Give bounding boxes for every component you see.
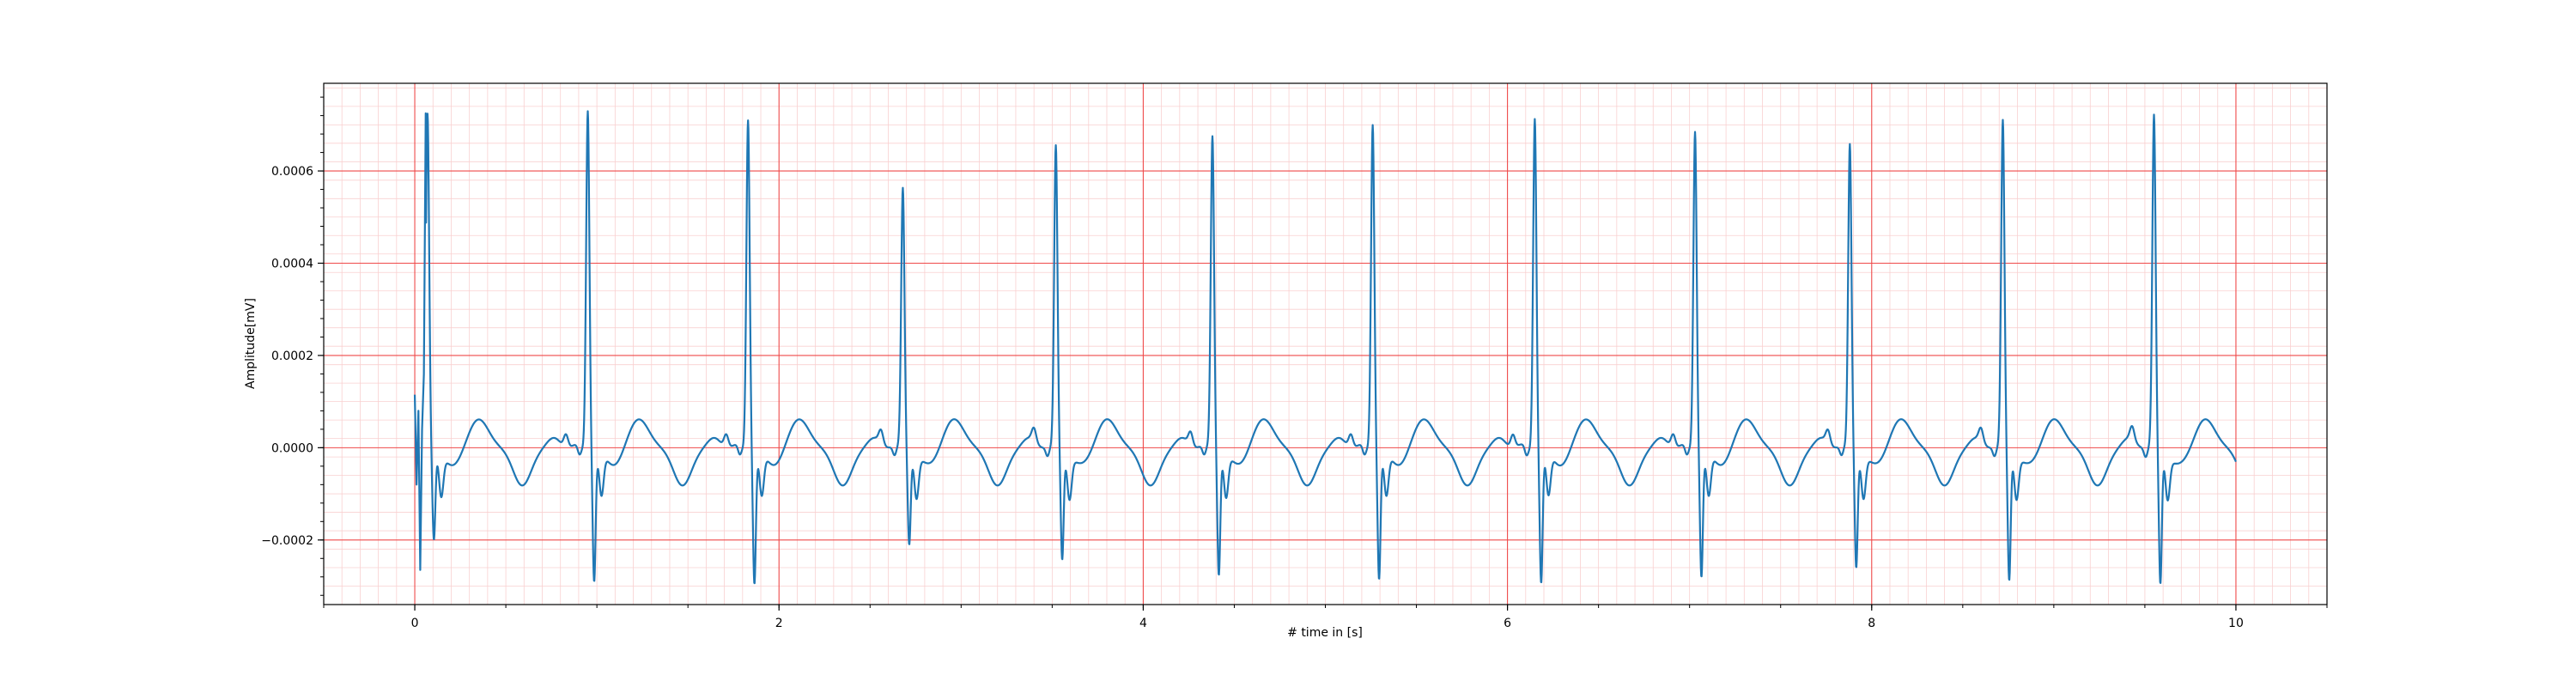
y-tick-label: 0.0004 [271, 257, 313, 271]
x-tick-label: 8 [1868, 617, 1875, 630]
x-axis-label: # time in [s] [1287, 626, 1363, 640]
minor-grid [323, 83, 2328, 605]
ecg-series-line [413, 110, 2237, 585]
major-grid [324, 83, 2327, 605]
x-tick-label: 4 [1139, 617, 1147, 630]
x-tick-label: 2 [775, 617, 783, 630]
plot-frame [323, 82, 2328, 605]
x-tick-label: 10 [2228, 617, 2244, 630]
y-tick-label: −0.0002 [261, 534, 313, 548]
y-axis-label: Amplitude[mV] [244, 298, 258, 389]
y-tick-label: 0.0006 [271, 165, 313, 179]
x-tick-label: 6 [1504, 617, 1511, 630]
y-tick-label: 0.0000 [271, 441, 313, 455]
tick-labels: 0 2 4 6 8 10 −0.0002 0.0000 0.0002 0.0004 0.0006 [261, 165, 2244, 630]
axis-ticks [318, 96, 2328, 611]
y-tick-label: 0.0002 [271, 350, 313, 363]
x-tick-label: 0 [411, 617, 419, 630]
